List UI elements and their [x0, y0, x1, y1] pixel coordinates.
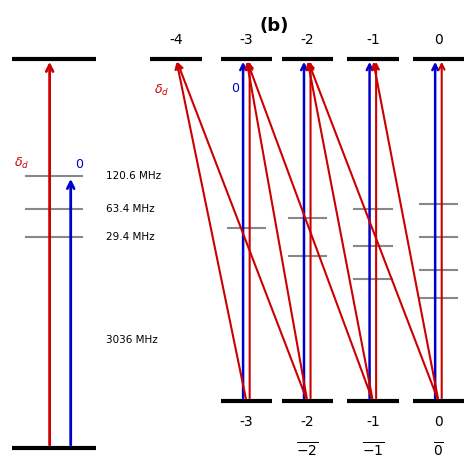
Text: -1: -1	[366, 33, 380, 47]
Text: (b): (b)	[260, 17, 289, 35]
Text: 120.6 MHz: 120.6 MHz	[106, 171, 161, 181]
Text: $\delta_d$: $\delta_d$	[15, 156, 30, 172]
Text: 0: 0	[75, 158, 83, 172]
Text: 29.4 MHz: 29.4 MHz	[106, 232, 155, 242]
Text: 0: 0	[231, 82, 239, 95]
Text: 0: 0	[434, 415, 443, 429]
Text: -4: -4	[169, 33, 183, 47]
Text: $\overline{0}$: $\overline{0}$	[433, 441, 444, 459]
Text: $\overline{-1}$: $\overline{-1}$	[362, 441, 384, 459]
Text: -2: -2	[301, 415, 314, 429]
Text: -2: -2	[301, 33, 314, 47]
Text: 0: 0	[434, 33, 443, 47]
Text: 3036 MHz: 3036 MHz	[106, 335, 157, 345]
Text: $\delta_d$: $\delta_d$	[154, 82, 169, 98]
Text: -1: -1	[366, 415, 380, 429]
Text: -3: -3	[239, 415, 253, 429]
Text: 63.4 MHz: 63.4 MHz	[106, 204, 155, 214]
Text: $\overline{-2}$: $\overline{-2}$	[296, 441, 319, 459]
Text: -3: -3	[239, 33, 253, 47]
